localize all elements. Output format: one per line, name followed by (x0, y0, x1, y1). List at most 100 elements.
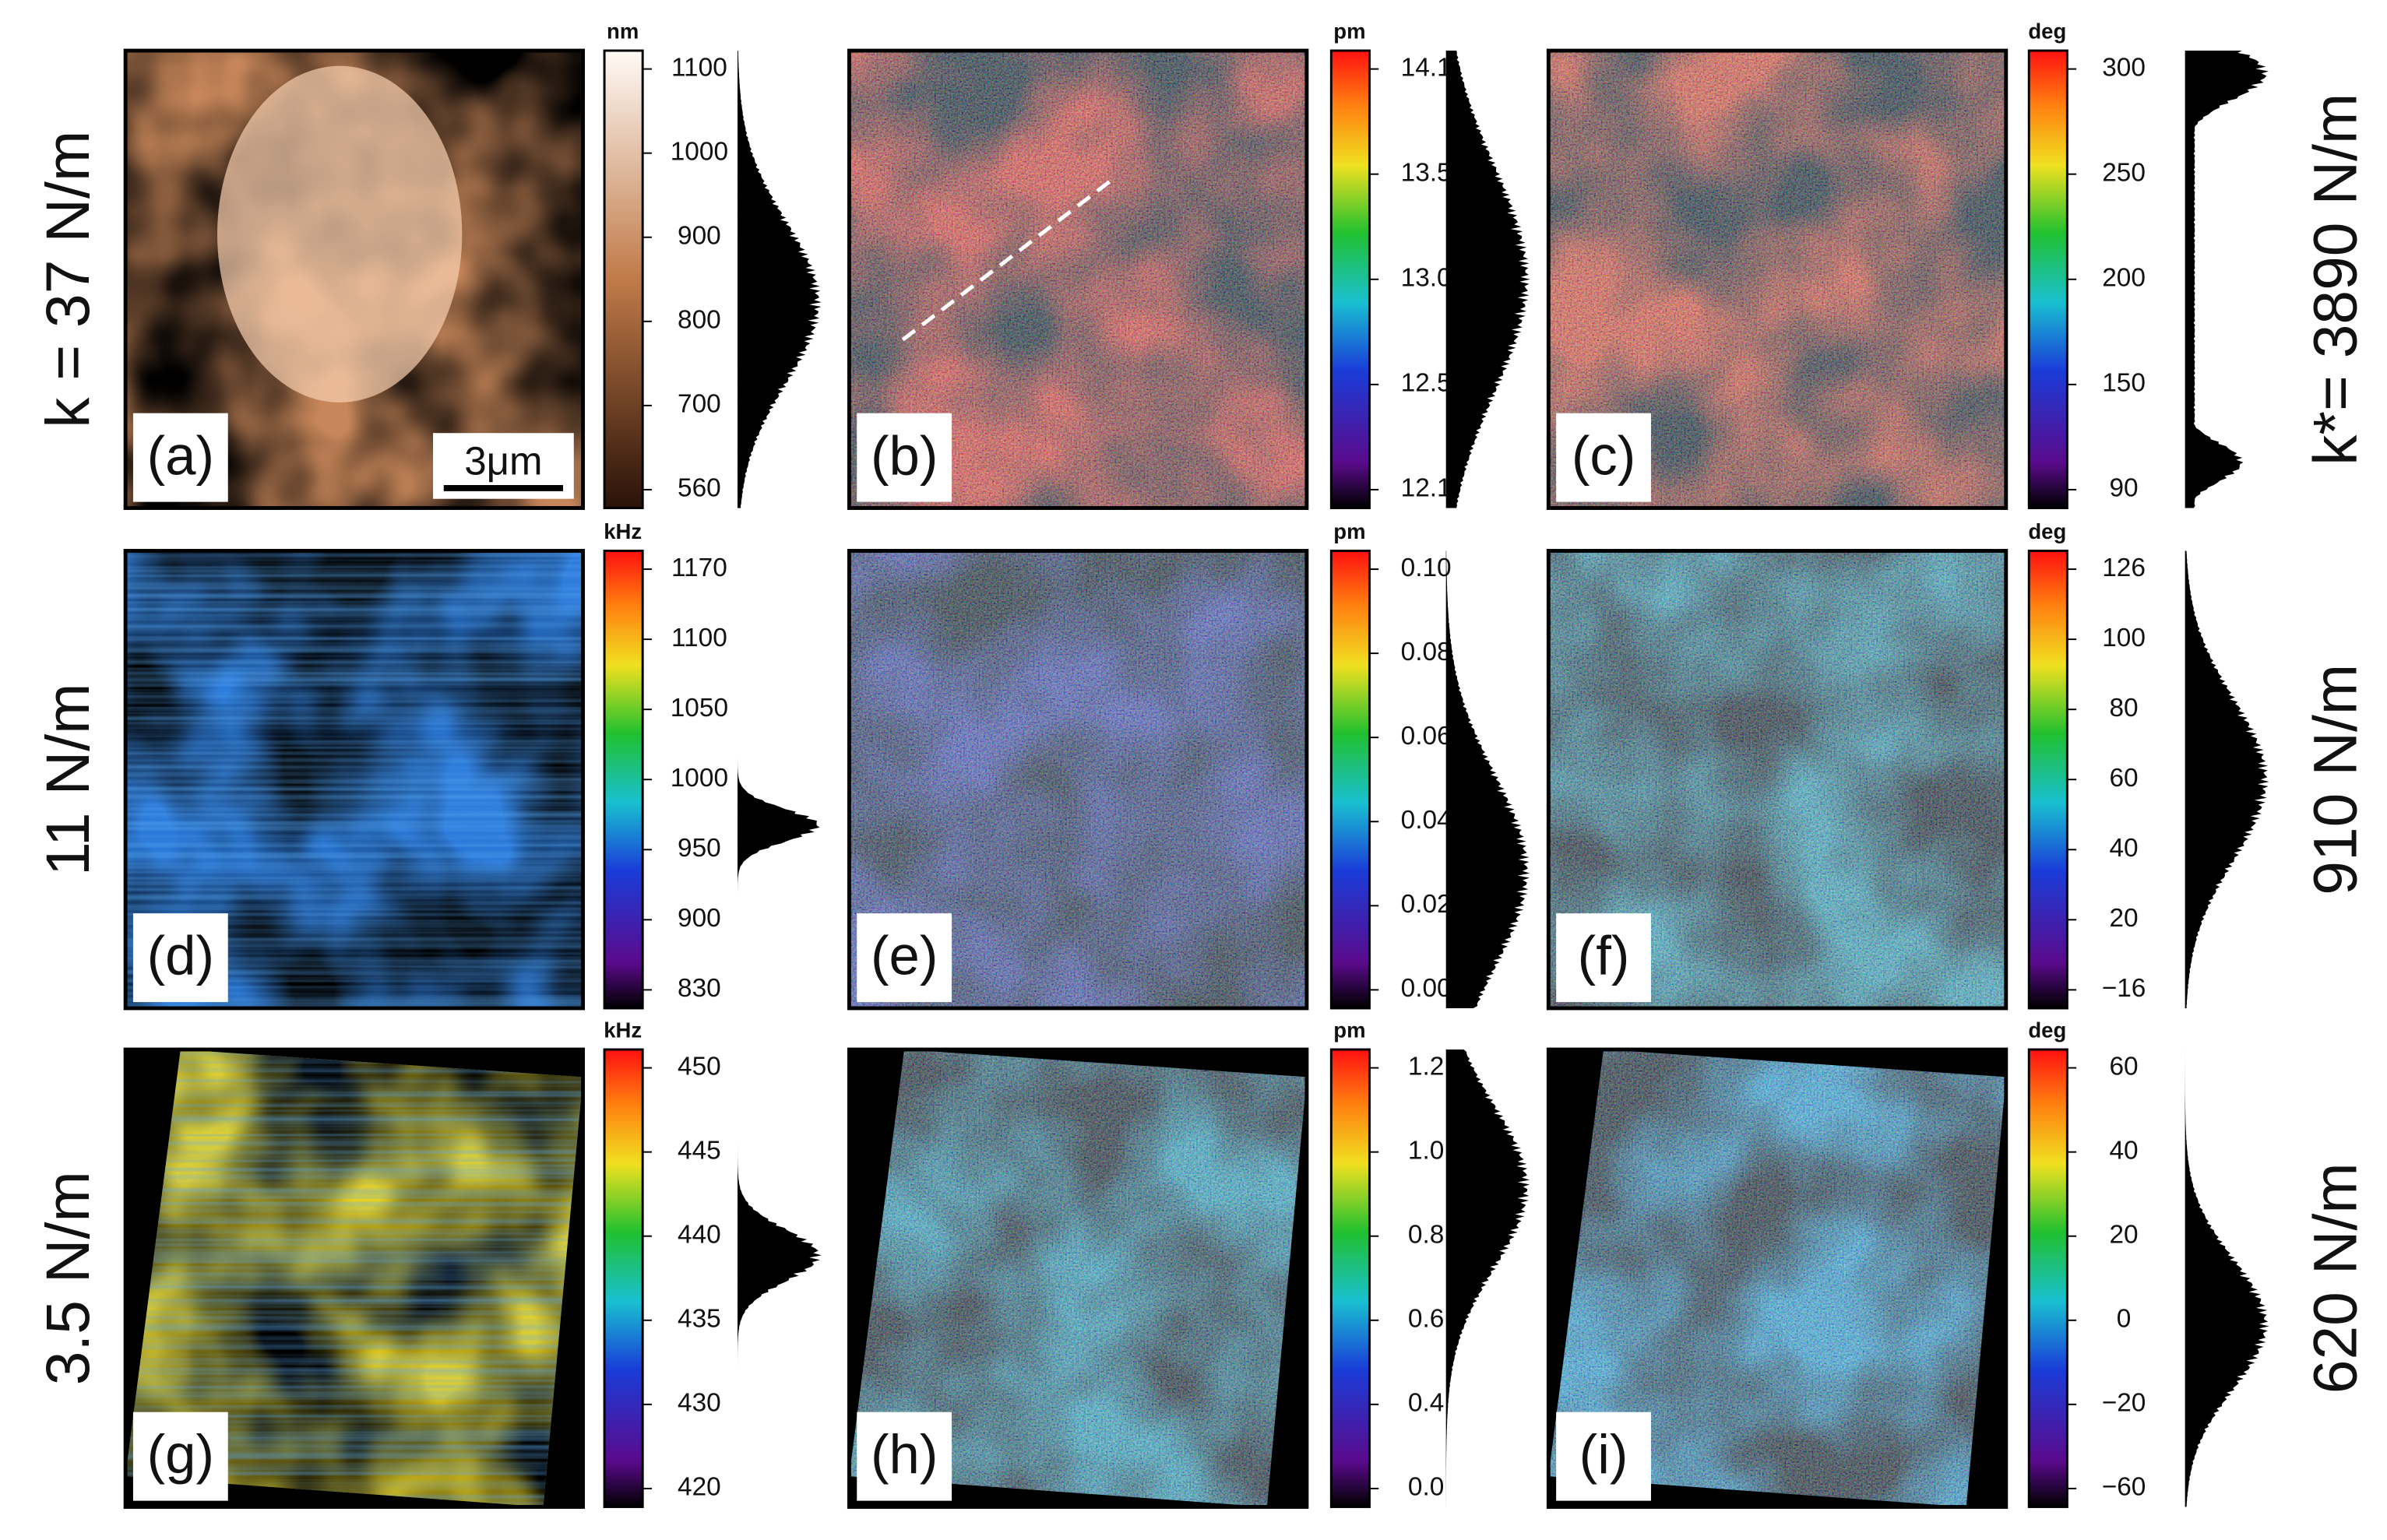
colorbar-tick-label: 435 (678, 1305, 721, 1334)
colorbar (1329, 550, 1371, 1010)
colorbar-tick-label: 20 (2109, 904, 2138, 933)
colorbar-tick-label: 0.02 (1401, 890, 1452, 919)
panel-label: (a) (147, 424, 214, 486)
colorbar-tick-label: 900 (678, 222, 721, 251)
colorbar-tick-label: 0.04 (1401, 806, 1452, 835)
colorbar-tick-label: 830 (678, 974, 721, 1003)
image (125, 51, 583, 508)
panel: (h) pm 1.2 1.0 0.8 0.6 0.4 0.0 (847, 1018, 1530, 1509)
panel: (c) deg 300 250 200 150 90 (1546, 19, 2269, 510)
panel: (f) deg 126 100 80 60 40 20 −16 (1546, 519, 2269, 1011)
colorbar-tick-label: 1050 (671, 694, 728, 723)
panel-label: (c) (1572, 424, 1635, 486)
row-label: 11 N/m (33, 684, 102, 876)
image-frame (1546, 48, 2009, 510)
label-box (132, 1412, 228, 1501)
label-box (1556, 413, 1651, 502)
colorbar-tick-label: 12.5 (1401, 369, 1452, 398)
image-frame (123, 48, 586, 510)
colorbar-tick-label: 0.08 (1401, 638, 1452, 666)
colorbar-tick-label: 445 (678, 1136, 721, 1165)
label-box (857, 913, 952, 1003)
histogram (738, 1050, 822, 1507)
colorbar-tick-label: 12.1 (1401, 474, 1452, 503)
colorbar-tick-label: 900 (678, 904, 721, 933)
panel: (b) pm 14.1 13.5 13.0 12.5 12.1 (847, 19, 1530, 510)
colorbar (603, 49, 644, 509)
panel-label: (g) (147, 1423, 214, 1485)
label-box (132, 913, 228, 1003)
colorbar-tick-label: 40 (2109, 1136, 2138, 1165)
colorbar-unit: pm (1333, 19, 1365, 43)
histogram (2185, 1050, 2269, 1507)
colorbar-tick-label: 0 (2117, 1305, 2132, 1334)
colorbar-tick-label: 0.4 (1408, 1389, 1444, 1418)
colorbar-tick-label: 1.2 (1408, 1052, 1444, 1081)
colorbar-tick-label: 20 (2109, 1221, 2138, 1250)
colorbar-tick-label: 450 (678, 1052, 721, 1081)
colorbar-tick-label: 80 (2109, 694, 2138, 723)
highlight (217, 65, 463, 403)
colorbar-tick-label: 950 (678, 834, 721, 863)
image-frame (123, 549, 586, 1011)
colorbar-tick-label: 1.0 (1408, 1136, 1444, 1165)
panel: (d) kHz 1170 1100 1050 1000 950 900 830 (123, 519, 820, 1011)
colorbar-tick-label: 0.6 (1408, 1305, 1444, 1334)
image-frame (1546, 549, 2009, 1011)
colorbar (2027, 1048, 2068, 1508)
colorbar (2027, 49, 2068, 509)
colorbar-unit: kHz (604, 1018, 642, 1042)
colorbar-tick-label: 1170 (671, 554, 727, 582)
colorbar-tick-label: 126 (2102, 554, 2146, 582)
image-frame (1546, 1047, 2009, 1509)
colorbar-tick-label: 560 (678, 474, 721, 503)
colorbar-tick-label: 200 (2102, 264, 2146, 293)
colorbar-unit: pm (1333, 1018, 1365, 1042)
colorbar-tick-label: −20 (2102, 1389, 2146, 1418)
profile-line (901, 179, 1112, 342)
panel-label: (d) (147, 925, 214, 986)
colorbar-tick-label: 250 (2102, 159, 2146, 188)
colorbar-tick-label: 0.0 (1408, 1473, 1444, 1502)
label-box (1556, 1412, 1651, 1501)
panel-label: (e) (871, 925, 938, 986)
row-label: 3.5 N/m (33, 1171, 102, 1385)
colorbar-tick-label: 100 (2102, 624, 2146, 652)
row-label: 620 N/m (2301, 1162, 2370, 1394)
panel: (i) deg 60 40 20 0 −20 −60 (1546, 1018, 2269, 1509)
colorbar-tick-label: 430 (678, 1389, 721, 1418)
colorbar-tick-label: 800 (678, 306, 721, 335)
histogram (2185, 550, 2269, 1008)
histogram (738, 550, 820, 1008)
histogram (1445, 1050, 1530, 1507)
colorbar (603, 550, 644, 1010)
colorbar-tick-label: 440 (678, 1221, 721, 1250)
colorbar-tick-label: 0.06 (1401, 722, 1452, 751)
colorbar-unit: nm (607, 19, 639, 43)
histogram (1445, 550, 1530, 1008)
image-frame (847, 48, 1309, 510)
label-box (132, 413, 228, 502)
label-box (857, 1412, 952, 1501)
panel-label: (h) (871, 1423, 938, 1485)
colorbar (1329, 49, 1371, 509)
panel: (g) kHz 450 445 440 435 430 420 (123, 1018, 822, 1509)
panel-label: (f) (1578, 925, 1630, 986)
colorbar-tick-label: 300 (2102, 53, 2146, 82)
panel-label: (b) (871, 424, 938, 486)
image (1548, 550, 2006, 1008)
colorbar-tick-label: 420 (678, 1473, 721, 1502)
colorbar-unit: deg (2028, 519, 2066, 543)
histogram (738, 51, 822, 508)
colorbar-tick-label: 13.5 (1401, 159, 1452, 188)
colorbar (1329, 1048, 1371, 1508)
row-label: 910 N/m (2301, 664, 2370, 895)
colorbar-unit: deg (2028, 19, 2066, 43)
colorbar-tick-label: 0.8 (1408, 1221, 1444, 1250)
row-label: k*= 3890 N/m (2301, 93, 2370, 466)
colorbar-tick-label: 60 (2109, 1052, 2138, 1081)
colorbar-tick-label: 14.1 (1401, 53, 1452, 82)
label-box (1556, 913, 1651, 1003)
panel: (a) nm 1100 1000 900 800 700 560 (123, 19, 822, 510)
colorbar-tick-label: 0.10 (1401, 554, 1452, 582)
